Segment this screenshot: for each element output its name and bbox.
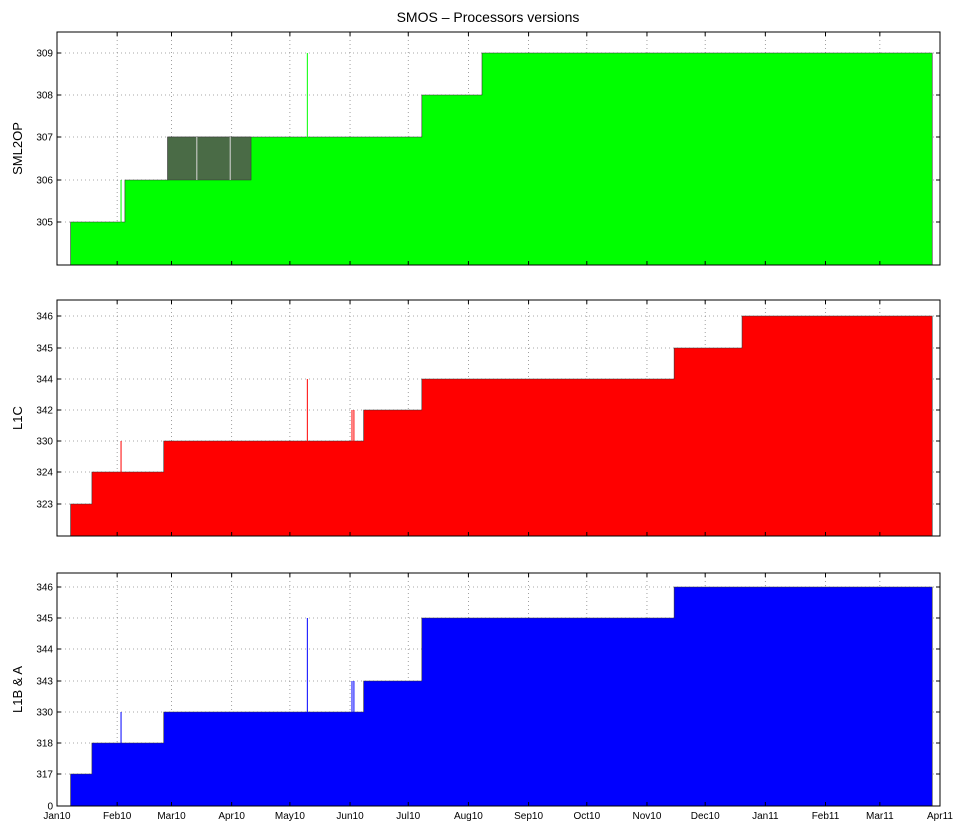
x-tick-label: May10 [275, 811, 305, 822]
y-tick-label: 344 [36, 645, 53, 656]
y-tick-label: 308 [36, 91, 53, 102]
y-tick-label: 342 [36, 406, 53, 417]
x-tick-label: Dec10 [691, 811, 720, 822]
version-area [70, 52, 933, 266]
version-area [70, 586, 933, 807]
plot-frame [56, 572, 941, 807]
y-tick-label: 0 [47, 802, 53, 813]
x-tick-label: Mar11 [866, 811, 894, 822]
y-tick-label: 330 [36, 708, 53, 719]
version-band [167, 136, 252, 181]
chart-title: SMOS – Processors versions [397, 9, 580, 25]
y-tick-label: 344 [36, 375, 53, 386]
y-tick-label: 343 [36, 677, 53, 688]
x-tick-label: Nov10 [633, 811, 662, 822]
y-tick-label: 317 [36, 770, 53, 781]
y-tick-label: 345 [36, 344, 53, 355]
y-tick-label: 305 [36, 218, 53, 229]
x-tick-label: Jan11 [752, 811, 779, 822]
x-tick-label: Mar10 [157, 811, 186, 822]
version-area [70, 315, 933, 537]
x-tick-label: Apr10 [218, 811, 245, 822]
y-axis-label: L1C [10, 406, 25, 430]
y-tick-label: 309 [36, 49, 53, 60]
panel-1: 305 306 307 308 309 SML2OP [10, 31, 941, 266]
y-tick-label: 330 [36, 437, 53, 448]
y-tick-label: 323 [36, 500, 53, 511]
y-axis-label: L1B & A [10, 666, 25, 713]
chart-panels: 305306307308309SML2OP3233243303423443453… [10, 31, 953, 822]
y-tick-label: 306 [36, 176, 53, 187]
x-tick-label: Apr11 [927, 811, 953, 822]
y-tick-label: 307 [36, 133, 53, 144]
plot-frame [56, 299, 941, 537]
y-tick-label: 346 [36, 312, 53, 323]
panel-2: 323 324 330 342 344 345 346 L1C [10, 299, 941, 537]
x-tick-label: Aug10 [454, 811, 483, 822]
x-tick-label: Jun10 [336, 811, 364, 822]
x-tick-label: Jan10 [43, 811, 71, 822]
x-tick-label: Sep10 [514, 811, 543, 822]
y-axis-label: SML2OP [10, 122, 25, 175]
y-tick-label: 345 [36, 614, 53, 625]
x-tick-label: Feb10 [103, 811, 132, 822]
panel-3: 317 318 330 343 344 345 346 0 L1B & A [10, 572, 941, 813]
y-tick-label: 318 [36, 739, 53, 750]
plot-frame [56, 31, 941, 266]
x-tick-label: Feb11 [812, 811, 840, 822]
x-tick-label: Oct10 [573, 811, 600, 822]
x-tick-label: Jul10 [396, 811, 420, 822]
y-tick-label: 324 [36, 468, 53, 479]
y-tick-label: 346 [36, 583, 53, 594]
